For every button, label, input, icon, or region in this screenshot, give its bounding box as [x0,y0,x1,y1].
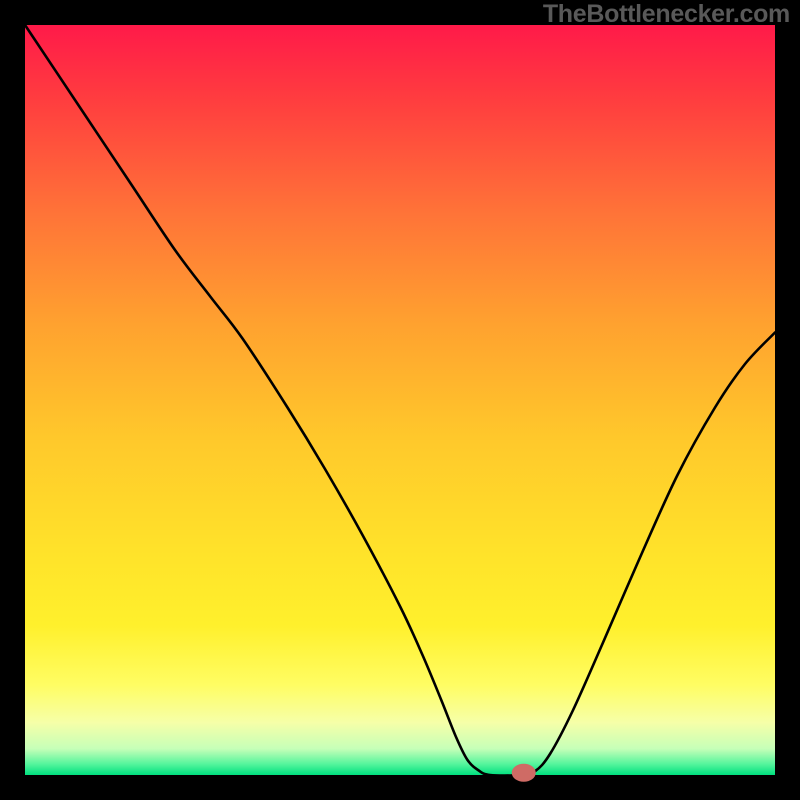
plot-background-gradient [25,25,775,775]
optimal-point-marker [512,764,536,782]
chart-stage: TheBottlenecker.com [0,0,800,800]
bottleneck-curve-chart [0,0,800,800]
